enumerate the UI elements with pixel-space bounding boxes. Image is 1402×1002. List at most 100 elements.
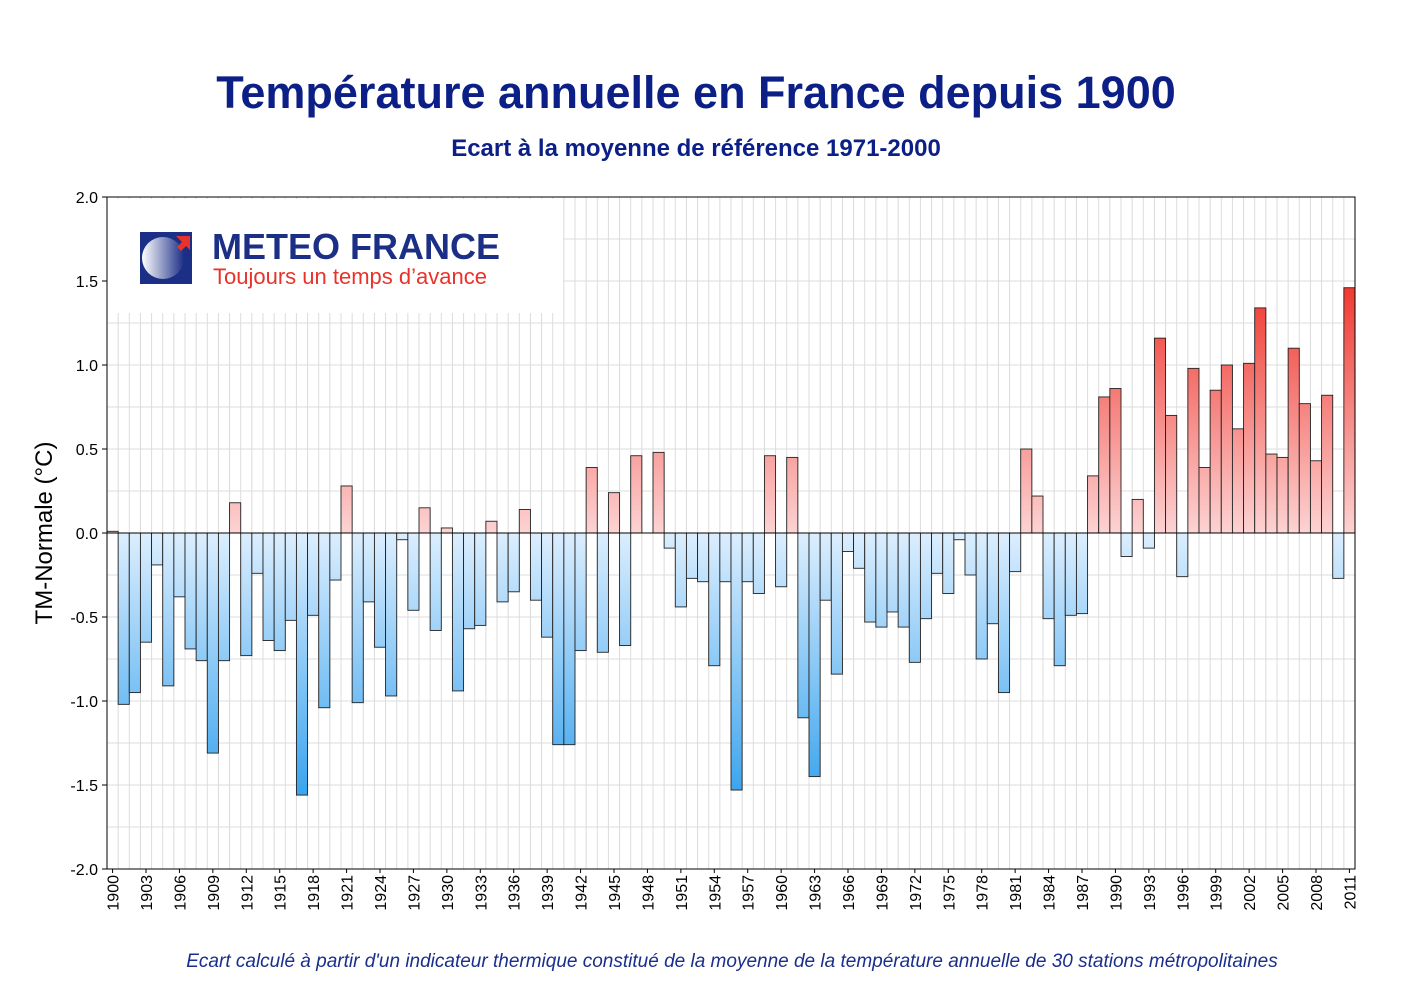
x-tick-label: 1900	[106, 875, 123, 911]
bar-1940	[552, 532, 565, 746]
x-tick-label: 1969	[874, 875, 891, 911]
bar-1981	[1009, 532, 1022, 573]
bar-1973	[919, 532, 933, 620]
bar-1914	[262, 532, 275, 641]
bar-2010	[1332, 532, 1345, 579]
bar-1923	[362, 532, 375, 603]
bar-1986	[1064, 532, 1077, 616]
y-tick-label: -1.5	[70, 778, 98, 795]
y-tick-label: -0.5	[70, 610, 98, 627]
bar-1935	[496, 532, 509, 603]
bar-1932	[463, 532, 476, 630]
bar-1996	[1176, 532, 1189, 578]
bar-1989	[1098, 396, 1111, 534]
bar-1913	[251, 532, 264, 574]
y-tick-label: 0.5	[76, 442, 98, 459]
x-tick-label: 2002	[1242, 875, 1259, 911]
x-tick-label: 1936	[507, 875, 524, 911]
x-tick-label: 1906	[172, 875, 189, 911]
bar-1965	[830, 532, 843, 675]
bar-1917	[295, 532, 309, 796]
bar-1946	[619, 532, 632, 647]
x-tick-label: 1954	[707, 875, 724, 911]
bar-1947	[630, 455, 643, 534]
x-tick-label: 1966	[841, 875, 858, 911]
chart-title: Température annuelle en France depuis 19…	[216, 67, 1176, 118]
bar-1920	[329, 532, 342, 581]
bar-1993	[1142, 532, 1155, 549]
x-tick-label: 1903	[139, 875, 156, 911]
bars	[106, 287, 1356, 796]
bar-2006	[1287, 347, 1300, 534]
logo-emblem-circle	[142, 237, 184, 279]
bar-1982	[1020, 448, 1033, 534]
bar-1974	[931, 532, 944, 574]
bar-1931	[451, 532, 465, 692]
bar-1958	[752, 532, 765, 594]
bar-1964	[819, 532, 832, 601]
bar-1918	[307, 532, 320, 616]
bar-1963	[808, 532, 821, 778]
x-tick-label: 1909	[206, 875, 223, 911]
logo-emblem-arrow	[176, 236, 190, 251]
bar-2003	[1254, 307, 1267, 534]
bar-1928	[418, 507, 431, 534]
bar-1968	[864, 532, 877, 623]
x-tick-label: 2011	[1342, 875, 1359, 910]
bar-1966	[841, 532, 855, 552]
bar-1984	[1042, 532, 1055, 620]
x-tick-label: 1945	[607, 875, 624, 911]
bar-1999	[1209, 389, 1222, 534]
x-tick-label: 1972	[908, 875, 925, 911]
bar-1991	[1120, 532, 1133, 557]
bar-1926	[396, 532, 409, 541]
bar-1957	[741, 532, 754, 583]
bar-1944	[596, 532, 609, 653]
bar-1930	[440, 527, 453, 534]
x-tick-label: 1924	[373, 875, 390, 911]
bar-1921	[340, 485, 353, 534]
bar-1945	[607, 492, 621, 534]
logo-brand: METEO FRANCE	[212, 226, 500, 267]
bar-1976	[953, 532, 966, 541]
y-tick-label: 0.0	[76, 526, 98, 543]
bar-1975	[942, 532, 955, 594]
bar-1911	[229, 502, 242, 534]
bar-1994	[1153, 337, 1167, 534]
y-axis-label: TM-Normale (°C)	[31, 442, 58, 625]
x-tick-label: 1999	[1209, 875, 1226, 911]
bar-1952	[685, 532, 699, 579]
bar-2004	[1265, 453, 1278, 534]
x-tick-label: 2005	[1276, 875, 1293, 911]
bar-2007	[1298, 403, 1311, 534]
bar-2001	[1231, 428, 1245, 534]
bar-2008	[1309, 460, 1323, 534]
bar-1910	[217, 532, 231, 662]
bar-1933	[474, 532, 487, 626]
x-tick-label: 1948	[640, 875, 657, 911]
bar-2009	[1321, 394, 1334, 534]
bar-1939	[541, 532, 554, 638]
bar-1955	[719, 532, 732, 583]
x-tick-label: 1942	[574, 875, 591, 911]
bar-1953	[697, 532, 710, 583]
bar-1988	[1087, 475, 1100, 534]
bar-1998	[1198, 467, 1211, 534]
y-tick-label: -1.0	[70, 694, 98, 711]
bar-1922	[351, 532, 364, 704]
bar-1937	[518, 509, 531, 534]
bar-1949	[652, 451, 665, 534]
x-tick-label: 1921	[340, 875, 357, 911]
bar-2005	[1276, 456, 1289, 534]
logo-tagline: Toujours un temps d’avance	[213, 264, 487, 289]
bar-1967	[853, 532, 866, 569]
x-tick-label: 1915	[273, 875, 290, 911]
x-tick-label: 1918	[306, 875, 323, 911]
bar-1925	[385, 532, 398, 697]
bar-1929	[429, 532, 442, 631]
bar-1990	[1109, 388, 1122, 534]
bar-1960	[775, 532, 788, 588]
x-tick-label: 1984	[1042, 875, 1059, 911]
bar-2011	[1343, 287, 1356, 534]
